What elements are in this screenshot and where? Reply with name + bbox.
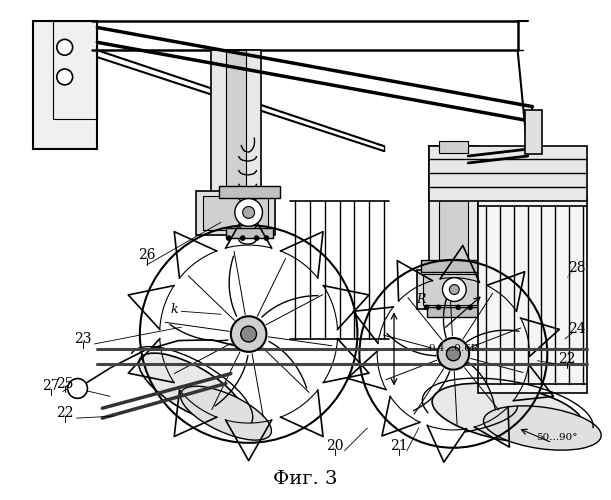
Text: R: R <box>416 293 425 306</box>
Circle shape <box>264 236 269 240</box>
Circle shape <box>456 305 461 310</box>
Circle shape <box>447 347 460 361</box>
Circle shape <box>241 326 257 342</box>
Ellipse shape <box>432 384 584 443</box>
Circle shape <box>240 236 245 240</box>
Circle shape <box>243 206 255 218</box>
Bar <box>426 308 481 317</box>
Circle shape <box>424 305 429 310</box>
Text: 25: 25 <box>56 376 73 390</box>
Circle shape <box>436 305 441 310</box>
Ellipse shape <box>483 406 601 450</box>
Circle shape <box>57 40 73 55</box>
Bar <box>211 50 260 199</box>
Bar <box>524 110 543 154</box>
Circle shape <box>449 284 459 294</box>
Bar <box>226 50 246 188</box>
Bar <box>53 20 97 119</box>
Text: 28: 28 <box>568 261 586 275</box>
Bar <box>429 146 478 274</box>
Text: 22: 22 <box>56 406 73 420</box>
Text: 22: 22 <box>558 352 576 366</box>
Text: 21: 21 <box>390 439 408 453</box>
Bar <box>421 260 488 272</box>
Bar <box>196 190 276 235</box>
Bar <box>203 196 268 230</box>
Bar <box>439 146 468 265</box>
Ellipse shape <box>139 353 244 424</box>
Circle shape <box>57 69 73 85</box>
Circle shape <box>235 198 263 226</box>
Circle shape <box>442 278 466 301</box>
Bar <box>226 228 273 238</box>
Text: 24: 24 <box>568 322 586 336</box>
Text: 27: 27 <box>42 380 60 394</box>
Text: 50...90°: 50...90° <box>536 434 578 442</box>
Circle shape <box>68 378 87 398</box>
Text: 20: 20 <box>326 439 343 453</box>
Circle shape <box>467 305 473 310</box>
Bar <box>439 141 468 153</box>
Circle shape <box>437 338 469 370</box>
Text: 0.4...0.6R: 0.4...0.6R <box>429 344 479 354</box>
Circle shape <box>231 316 266 352</box>
Text: 23: 23 <box>74 332 91 346</box>
Bar <box>478 196 587 394</box>
Bar <box>219 186 280 198</box>
Circle shape <box>227 236 232 240</box>
Ellipse shape <box>180 386 271 440</box>
Bar <box>33 20 97 149</box>
Bar <box>423 274 485 306</box>
Circle shape <box>254 236 259 240</box>
Text: k: k <box>170 303 178 316</box>
Text: Фиг. 3: Фиг. 3 <box>273 470 337 488</box>
Bar <box>429 146 587 201</box>
Text: 26: 26 <box>138 248 156 262</box>
Bar <box>417 270 491 310</box>
